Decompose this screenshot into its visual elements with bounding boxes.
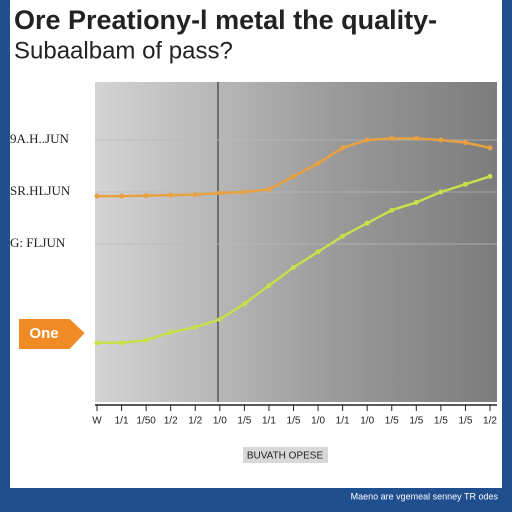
point — [438, 189, 444, 195]
point — [364, 220, 370, 226]
point — [192, 324, 198, 330]
x-tick-label: 1/2 — [164, 416, 178, 427]
x-tick-label: 1/5 — [434, 416, 448, 427]
point — [291, 264, 296, 270]
point — [315, 160, 321, 166]
point — [217, 190, 223, 196]
point — [291, 173, 296, 179]
x-tick-label: 1/0 — [360, 416, 374, 427]
x-tick-label: 1/1 — [262, 416, 276, 427]
point — [364, 137, 370, 143]
y-tick-label: 9A.H..JUN — [10, 131, 69, 146]
point — [119, 193, 125, 199]
x-label-box — [243, 447, 328, 463]
point — [438, 137, 444, 143]
point — [143, 337, 149, 343]
point — [340, 233, 346, 239]
x-tick-label: 1/5 — [458, 416, 472, 427]
point — [143, 193, 149, 199]
annotation: One — [29, 325, 58, 342]
annotation-badge — [17, 317, 88, 351]
footer: Maeno are vgemeal senney TR odes — [351, 491, 499, 501]
chart-title: Ore Preationy-l metal the quality- — [14, 5, 437, 35]
x-tick-label: 1/5 — [287, 416, 301, 427]
point — [315, 249, 321, 255]
point — [241, 301, 247, 307]
x-tick-label: 1/5 — [237, 416, 251, 427]
x-tick-label: 1/5 — [409, 416, 423, 427]
point — [487, 145, 493, 151]
x-axis-label: BUVATH OPESE — [247, 451, 324, 462]
point — [487, 173, 493, 179]
x-tick-label: 1/0 — [213, 416, 227, 427]
x-tick-label: 1/0 — [311, 416, 325, 427]
point — [340, 145, 346, 151]
point — [389, 207, 395, 213]
x-tick-label: 1/2 — [188, 416, 202, 427]
y-tick-label: G: FLJUN — [10, 235, 66, 250]
point — [241, 189, 247, 195]
point — [413, 199, 419, 205]
x-tick-label: W — [92, 416, 102, 427]
point — [168, 192, 174, 198]
y-tick-label: SR.HLJUN — [10, 183, 71, 198]
point — [119, 340, 125, 346]
point — [94, 340, 100, 346]
point — [462, 181, 468, 187]
chart-subtitle: Subaalbam of pass? — [14, 37, 233, 64]
point — [389, 135, 395, 141]
plot-area — [95, 82, 497, 402]
point — [266, 186, 272, 192]
point — [413, 135, 419, 141]
point — [168, 329, 174, 335]
x-tick-label: 1/1 — [336, 416, 350, 427]
point — [94, 193, 100, 199]
point — [266, 283, 272, 289]
point — [192, 192, 198, 198]
x-tick-label: 1/50 — [136, 416, 156, 427]
x-tick-label: 1/2 — [483, 416, 497, 427]
x-tick-label: 1/5 — [385, 416, 399, 427]
point — [462, 140, 468, 146]
x-tick-label: 1/1 — [115, 416, 129, 427]
point — [217, 316, 223, 322]
